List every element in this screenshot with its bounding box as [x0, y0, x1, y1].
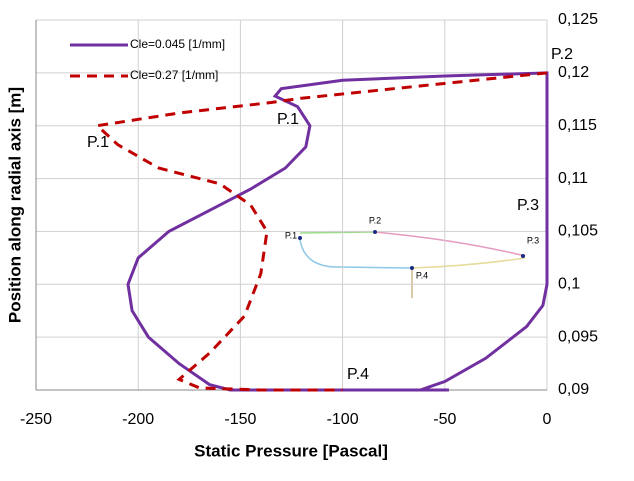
- y-tick-label: 0,12: [558, 64, 589, 81]
- inset-point: [298, 236, 302, 240]
- inset-point: [410, 266, 414, 270]
- y-axis-title: Position along radial axis [m]: [5, 87, 24, 323]
- inset-airfoil: [299, 231, 526, 298]
- x-tick-label: -250: [20, 411, 52, 428]
- x-tick-label: -50: [433, 411, 456, 428]
- inset-point: [521, 254, 525, 258]
- y-tick-label: 0,095: [558, 328, 598, 345]
- x-tick-label: -150: [224, 411, 256, 428]
- data-line: [94, 71, 548, 392]
- y-tick-label: 0,115: [558, 117, 597, 134]
- annotation: P.3: [517, 197, 539, 214]
- inset-label: P.2: [369, 215, 381, 225]
- inset-label: P.3: [527, 235, 539, 245]
- y-tick-label: 0,09: [558, 381, 589, 398]
- data-line: [126, 71, 549, 392]
- y-tick-label: 0,1: [558, 276, 580, 293]
- y-tick-label: 0,105: [558, 223, 598, 240]
- inset-point: [373, 230, 377, 234]
- x-tick-label: 0: [543, 411, 552, 428]
- annotation: P.1: [87, 134, 109, 151]
- inset-label: P.4: [416, 270, 428, 280]
- legend-label: Cle=0.045 [1/mm]: [130, 37, 225, 51]
- annotation: P.4: [347, 366, 369, 383]
- x-tick-label: -200: [122, 411, 154, 428]
- legend-label: Cle=0.27 [1/mm]: [130, 68, 218, 82]
- y-tick-label: 0,11: [558, 170, 588, 187]
- annotation: P.2: [551, 46, 573, 63]
- x-tick-label: -100: [327, 411, 359, 428]
- x-axis-title: Static Pressure [Pascal]: [194, 441, 388, 460]
- annotation: P.1: [277, 111, 299, 128]
- inset-label: P.1: [285, 230, 297, 240]
- y-tick-label: 0,125: [558, 11, 598, 28]
